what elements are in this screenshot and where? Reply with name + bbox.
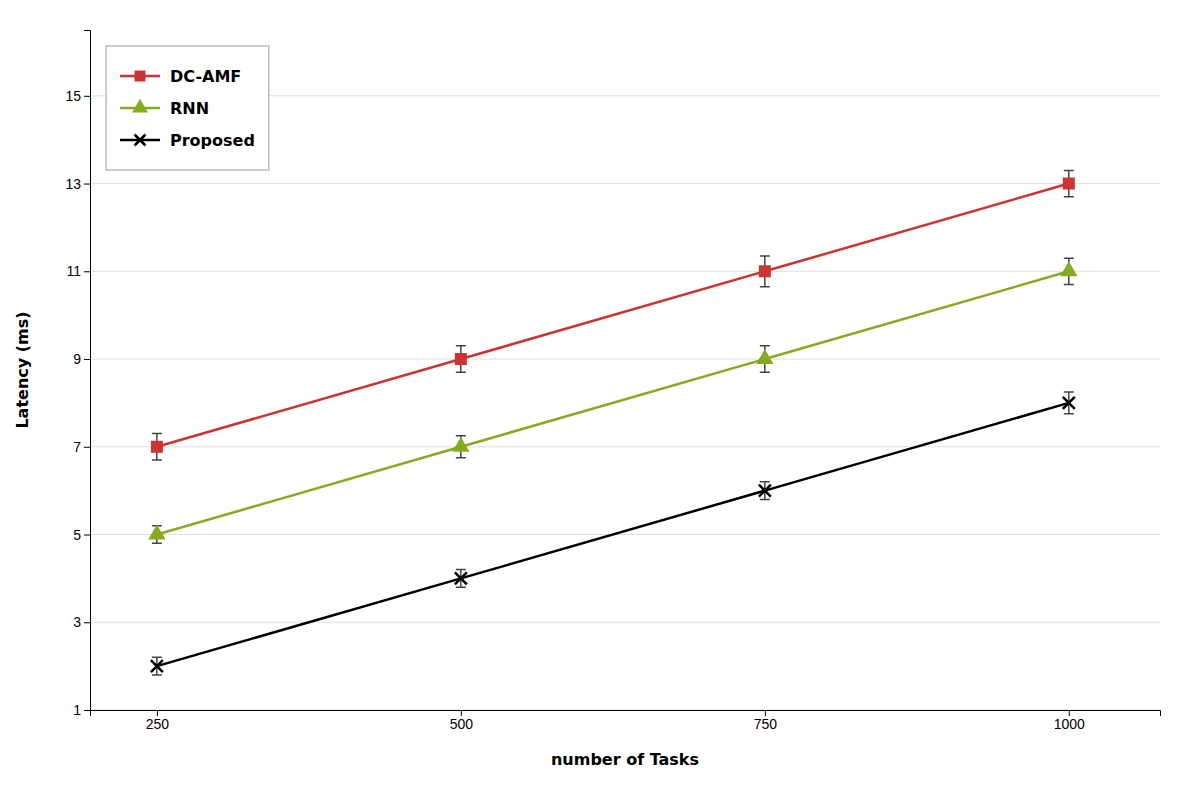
tick: 15 [65, 88, 90, 104]
marker [759, 485, 771, 497]
tick-label: 1000 [1054, 716, 1085, 732]
series [148, 258, 1077, 543]
marker [455, 353, 467, 365]
tick-label: 250 [146, 716, 170, 732]
tick-mark [84, 359, 90, 360]
series-layer [148, 170, 1077, 675]
tick-mark [84, 447, 90, 448]
grid-line [90, 534, 1160, 535]
axis-line [84, 31, 91, 711]
series [151, 392, 1075, 675]
marker [452, 437, 469, 452]
tick: 11 [66, 263, 90, 279]
tick-label: 5 [73, 526, 81, 542]
marker [148, 525, 165, 540]
series-line [157, 184, 1069, 447]
tick-label: 15 [65, 88, 81, 104]
tick: 5 [73, 526, 90, 542]
tick-label: 500 [450, 716, 474, 732]
tick-label: 1 [73, 702, 81, 718]
marker [756, 349, 773, 364]
series-line [157, 403, 1069, 666]
marker [151, 441, 163, 453]
tick-mark [84, 96, 90, 97]
tick: 13 [65, 176, 90, 192]
tick-label: 11 [66, 263, 81, 279]
tick: 1000 [1054, 710, 1085, 732]
chart: 250500750100013579111315DC-AMFRNNPropose… [0, 0, 1200, 790]
grid-line [90, 359, 1160, 360]
marker [1063, 397, 1075, 409]
marker [759, 265, 771, 277]
tick: 9 [73, 351, 90, 367]
legend-marker [135, 135, 146, 146]
series [151, 170, 1075, 460]
tick-label: 750 [754, 716, 778, 732]
tick-mark [84, 184, 90, 185]
grid-line [90, 446, 1160, 447]
y-axis-title: Latency (ms) [13, 311, 32, 428]
error-bar [456, 346, 466, 372]
tick-mark [84, 535, 90, 536]
tick-label: 7 [73, 439, 81, 455]
marker [455, 572, 467, 584]
grid-line [90, 622, 1160, 623]
error-bar [1064, 170, 1074, 196]
legend-marker [135, 71, 146, 82]
tick-label: 3 [73, 614, 81, 630]
tick-label: 13 [65, 176, 81, 192]
legend-label: Proposed [170, 131, 255, 150]
y-axis: 13579111315 [65, 31, 90, 718]
tick: 250 [146, 710, 170, 732]
tick: 7 [73, 439, 90, 455]
legend-box [106, 46, 269, 170]
x-axis: 250 500 750 1000 [91, 710, 1161, 732]
tick-mark [84, 710, 90, 711]
tick: 3 [73, 614, 90, 630]
x-axis-title: number of Tasks [551, 750, 699, 769]
series-line [157, 271, 1069, 534]
error-bar [152, 434, 162, 460]
legend-marker [132, 99, 148, 113]
axis-line [91, 711, 1161, 717]
tick: 1 [73, 702, 90, 718]
legend: DC-AMF RNN Proposed [106, 46, 269, 170]
legend-label: DC-AMF [170, 67, 241, 86]
grid-line [90, 271, 1160, 272]
error-bar [760, 256, 770, 287]
grid-line [90, 183, 1160, 184]
tick-mark [84, 271, 90, 272]
tick-label: 9 [73, 351, 81, 367]
grid [90, 96, 1160, 710]
legend-label: RNN [170, 99, 209, 118]
plot-area: 250500750100013579111315DC-AMFRNNPropose… [65, 31, 1160, 732]
marker [1063, 178, 1075, 190]
tick: 750 [754, 710, 778, 732]
tick: 500 [450, 710, 474, 732]
marker [151, 660, 163, 672]
tick-mark [84, 622, 90, 623]
marker [1060, 261, 1077, 276]
